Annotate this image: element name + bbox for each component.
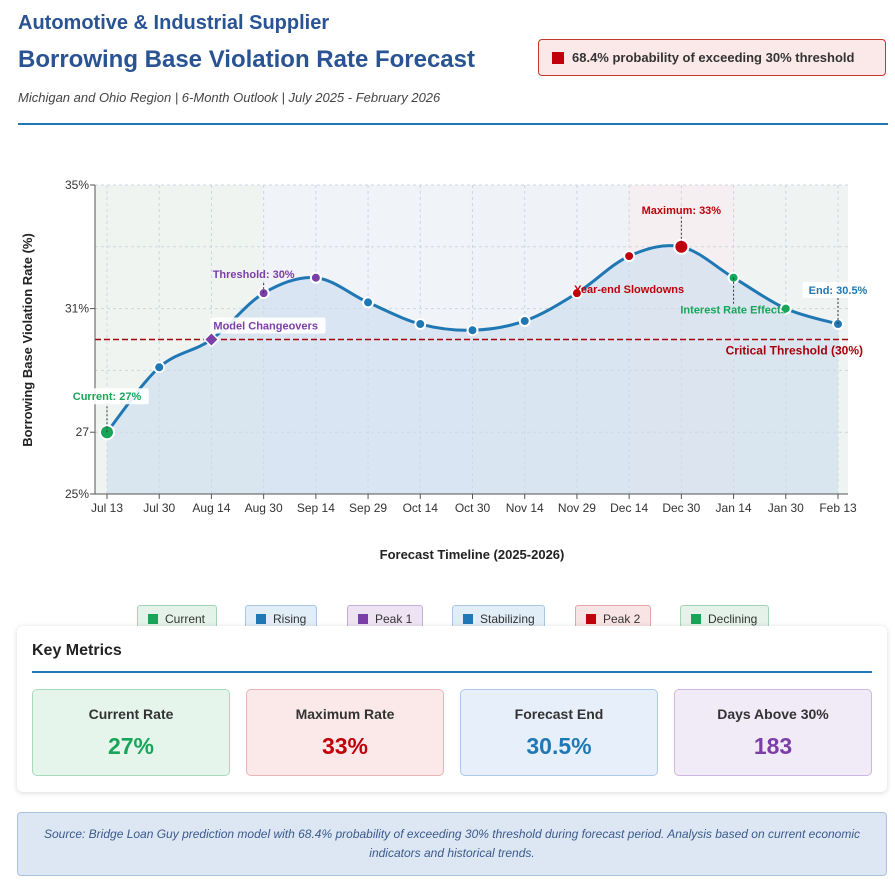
metric-value: 27%	[107, 733, 155, 759]
key-metrics-title: Key Metrics	[32, 642, 122, 659]
legend-swatch	[148, 614, 158, 624]
x-axis-title: Forecast Timeline (2025-2026)	[380, 547, 565, 562]
metric-label: Current Rate	[88, 706, 174, 722]
x-tick-label: Aug 30	[245, 501, 283, 515]
annotation-label: End: 30.5%	[809, 285, 868, 297]
header-divider	[18, 123, 888, 125]
metric-value: 30.5%	[526, 733, 592, 759]
metric-label: Forecast End	[514, 706, 604, 722]
y-axis-title: Borrowing Base Violation Rate (%)	[20, 233, 35, 447]
legend-swatch	[586, 614, 596, 624]
x-tick-label: Sep 29	[349, 501, 387, 515]
legend-label: Current	[165, 612, 206, 626]
x-tick-label: Aug 14	[192, 501, 230, 515]
annotation-background	[65, 388, 149, 405]
legend-swatch	[358, 614, 368, 624]
annotation-label: Threshold: 30%	[213, 269, 295, 281]
data-point-diamond	[203, 331, 220, 348]
x-tick-label: Oct 14	[403, 501, 439, 515]
x-tick-label: Nov 14	[506, 501, 544, 515]
x-tick-label: Nov 29	[558, 501, 596, 515]
legend-label: Peak 2	[603, 612, 641, 626]
alert-text: 68.4% probability of exceeding 30% thres…	[572, 50, 855, 65]
metric-card-forecast-end: Forecast End 30.5%	[460, 689, 658, 776]
key-metrics-panel: Key Metrics Current Rate 27% Maximum Rat…	[17, 626, 887, 792]
data-point	[570, 287, 583, 300]
metric-label: Days Above 30%	[717, 706, 829, 722]
annotation-label: Maximum: 33%	[642, 205, 722, 217]
metric-card-current-rate: Current Rate 27%	[32, 689, 230, 776]
legend-swatch	[256, 614, 266, 624]
page-title: Borrowing Base Violation Rate Forecast	[18, 46, 475, 73]
metric-value: 183	[753, 733, 793, 759]
x-tick-label: Dec 14	[610, 501, 648, 515]
annotation-label: Year-end Slowdowns	[574, 284, 684, 296]
x-tick-label: Oct 30	[455, 501, 491, 515]
data-point	[518, 314, 531, 327]
annotation-label: Model Changeovers	[213, 321, 318, 333]
data-point	[623, 250, 636, 263]
x-tick-label: Jan 30	[768, 501, 804, 515]
legend-label: Rising	[273, 612, 307, 626]
data-point	[466, 324, 479, 337]
legend-swatch	[463, 614, 473, 624]
x-tick-label: Jul 13	[91, 501, 123, 515]
annotation-background	[210, 317, 326, 334]
data-point	[362, 296, 375, 309]
forecast-chart: Critical Threshold (30%) Jul 13 Jul 30 Aug…	[20, 178, 874, 562]
data-point	[153, 361, 166, 374]
metric-card-maximum-rate: Maximum Rate 33%	[246, 689, 444, 776]
data-point	[309, 271, 322, 284]
x-tick-label: Feb 13	[819, 501, 857, 515]
annotation-background	[802, 282, 874, 299]
probability-alert: 68.4% probability of exceeding 30% thres…	[538, 39, 886, 76]
legend-label: Peak 1	[375, 612, 413, 626]
page-subtitle: Michigan and Ohio Region | 6-Month Outlo…	[18, 90, 441, 105]
y-tick-label: 25%	[65, 487, 89, 501]
y-tick-label: 31%	[65, 302, 89, 316]
metric-label: Maximum Rate	[295, 706, 395, 722]
x-tick-label: Jul 30	[143, 501, 175, 515]
x-tick-label: Dec 30	[662, 501, 700, 515]
metric-card-days-above: Days Above 30% 183	[674, 689, 872, 776]
data-point	[414, 318, 427, 331]
alert-square-icon	[552, 51, 564, 64]
legend-label: Declining	[708, 612, 758, 626]
y-tick-label: 35%	[65, 178, 89, 192]
area-fill	[107, 245, 838, 494]
x-tick-label: Jan 14	[716, 501, 752, 515]
annotation-label: Current: 27%	[73, 391, 142, 403]
source-note: Source: Bridge Loan Guy prediction model…	[17, 812, 887, 876]
data-point	[779, 302, 792, 315]
company-name: Automotive & Industrial Supplier	[18, 12, 330, 34]
legend-swatch	[691, 614, 701, 624]
key-metrics-divider	[32, 671, 872, 673]
annotation-label: Interest Rate Effects	[680, 305, 786, 317]
legend-label: Stabilizing	[480, 612, 535, 626]
metric-value: 33%	[321, 733, 369, 759]
x-tick-label: Sep 14	[297, 501, 335, 515]
y-tick-label: 27	[76, 425, 90, 439]
threshold-label: Critical Threshold (30%)	[726, 344, 863, 358]
